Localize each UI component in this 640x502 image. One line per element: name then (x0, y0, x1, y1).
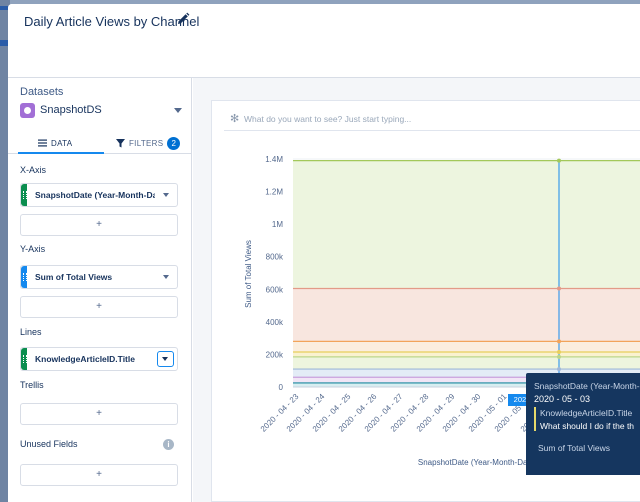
tooltip-line-field: KnowledgeArticleID.Title (540, 408, 633, 418)
dataset-selector[interactable]: SnapshotDS (20, 102, 182, 120)
drag-handle[interactable] (21, 348, 27, 370)
tooltip-line-value: What should I do if the th (540, 421, 635, 431)
tooltip-measure: Sum of Total Views (538, 443, 610, 453)
x-axis-add-button[interactable]: + (20, 214, 178, 236)
tab-data-label: DATA (51, 138, 73, 148)
tab-data[interactable]: DATA (38, 132, 72, 154)
y-axis-label: Y-Axis (20, 244, 46, 254)
chevron-down-icon[interactable] (174, 108, 182, 113)
x-axis-label: X-Axis (20, 165, 47, 175)
drag-handle[interactable] (21, 184, 27, 206)
lines-field-pill[interactable]: KnowledgeArticleID.Title (20, 347, 178, 371)
x-axis-title: SnapshotDate (Year-Month-Day) (418, 458, 535, 467)
data-point (557, 158, 561, 163)
unused-fields-add-button[interactable]: + (20, 464, 178, 486)
chevron-down-icon[interactable] (163, 193, 169, 197)
tab-filters-label: FILTERS (129, 138, 164, 148)
dataset-name: SnapshotDS (40, 104, 102, 116)
y-tick-label: 400k (266, 318, 284, 327)
x-axis-field-pill[interactable]: SnapshotDate (Year-Month-Day) (20, 183, 178, 207)
y-tick-label: 600k (266, 285, 284, 294)
background-app-bar (0, 0, 640, 6)
tooltip-x-field: SnapshotDate (Year-Month-Day) (534, 381, 640, 391)
background-app-rail (0, 0, 10, 502)
y-axis-field-name: Sum of Total Views (35, 272, 113, 282)
y-tick-label: 1M (272, 220, 283, 229)
data-point (557, 367, 561, 372)
lines-field-name: KnowledgeArticleID.Title (35, 354, 135, 364)
y-tick-label: 1.2M (265, 188, 283, 197)
pencil-icon[interactable] (176, 12, 190, 26)
y-axis-add-button[interactable]: + (20, 296, 178, 318)
lens-title: Daily Article Views by Channel (24, 14, 200, 29)
chevron-down-icon[interactable] (163, 275, 169, 279)
dataset-icon (20, 103, 35, 118)
data-point (557, 286, 561, 291)
tab-filters[interactable]: FILTERS 2 (116, 132, 181, 154)
trellis-label: Trellis (20, 380, 44, 390)
data-point (557, 354, 561, 359)
rail-marker (0, 40, 10, 46)
search-placeholder: What do you want to see? Just start typi… (244, 114, 412, 124)
y-tick-label: 800k (266, 253, 284, 262)
y-tick-label: 0 (279, 383, 284, 392)
lines-field-menu-button[interactable] (157, 351, 174, 367)
chart-tooltip: SnapshotDate (Year-Month-Day) 2020 - 05 … (526, 373, 640, 475)
series-color-swatch (534, 407, 536, 431)
y-axis-field-pill[interactable]: Sum of Total Views (20, 265, 178, 289)
list-icon (38, 139, 47, 147)
tooltip-x-value: 2020 - 05 - 03 (534, 394, 591, 404)
lines-label: Lines (20, 327, 42, 337)
panel-tabs: DATA FILTERS 2 (8, 132, 192, 154)
y-tick-label: 200k (266, 350, 284, 359)
data-point (557, 339, 561, 344)
sparkle-icon: ✻ (230, 113, 240, 125)
x-axis-field-name: SnapshotDate (Year-Month-Day) (35, 190, 155, 200)
filter-icon (116, 138, 125, 147)
data-point (557, 349, 561, 354)
rail-marker (0, 6, 10, 10)
datasets-label: Datasets (20, 86, 64, 98)
drag-handle[interactable] (21, 266, 27, 288)
y-axis-title: Sum of Total Views (244, 240, 253, 308)
trellis-add-button[interactable]: + (20, 403, 178, 425)
ask-search-bar[interactable]: ✻ What do you want to see? Just start ty… (224, 109, 640, 131)
lens-editor-window: Daily Article Views by Channel Datasets … (8, 4, 640, 502)
info-icon[interactable]: i (163, 439, 174, 450)
fields-panel: Datasets SnapshotDS DATA FILTERS (8, 78, 192, 502)
filters-count-badge: 2 (167, 136, 181, 150)
lens-header: Daily Article Views by Channel (8, 4, 640, 78)
active-tab-indicator (18, 152, 104, 154)
y-tick-label: 1.4M (265, 155, 283, 164)
unused-fields-label: Unused Fields (20, 439, 78, 449)
